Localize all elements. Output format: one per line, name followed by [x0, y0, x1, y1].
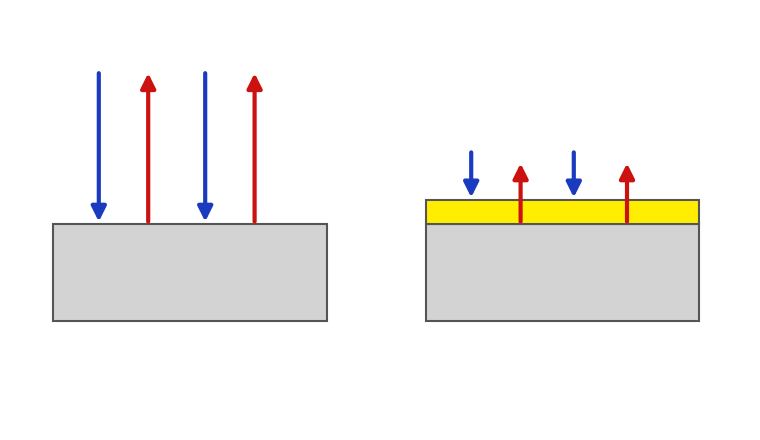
- Bar: [426, 224, 699, 321]
- Bar: [426, 200, 699, 224]
- Bar: [53, 224, 327, 321]
